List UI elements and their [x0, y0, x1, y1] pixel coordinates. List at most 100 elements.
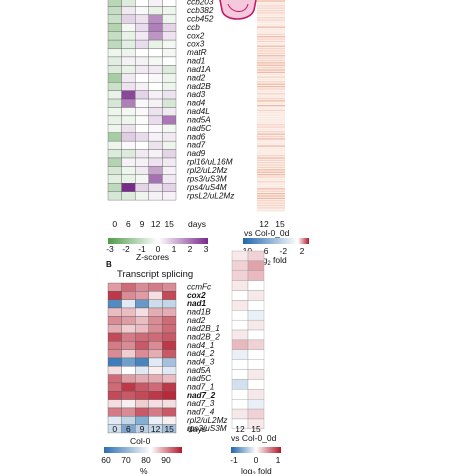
heatmap-cell: [107, 6, 122, 16]
day-tick: 9: [140, 424, 145, 434]
heatmap-cell: [162, 324, 177, 334]
heatmap-cell: [121, 82, 136, 91]
log2-fold-colorbar-a: [243, 238, 309, 244]
gene-label: nad9: [187, 149, 206, 158]
strip-line: [257, 192, 285, 195]
strip-line: [257, 162, 285, 164]
heatmap-cell: [162, 183, 177, 192]
heatmap-cell: [135, 407, 149, 417]
heatmap-cell: [121, 374, 136, 384]
strip-line: [257, 50, 285, 52]
strip-line: [257, 140, 285, 142]
heatmap-cell: [135, 332, 149, 342]
heatmap-cell: [162, 82, 177, 91]
heatmap-cell: [247, 280, 265, 291]
heatmap-cell: [135, 191, 149, 201]
strip-line: [257, 69, 285, 71]
heatmap-cell: [148, 73, 163, 83]
heatmap-cell: [107, 183, 122, 192]
days-label-a: days: [188, 219, 206, 229]
heatmap-cell: [148, 39, 163, 49]
heatmap-cell: [107, 149, 122, 159]
heatmap-cell: [121, 391, 136, 400]
heatmap-cell: [135, 157, 149, 167]
strip-line: [257, 114, 285, 116]
heatmap-cell: [121, 39, 136, 49]
gene-label: nad2B_1: [187, 324, 220, 333]
gene-label: ccb: [187, 23, 200, 32]
heatmap-cell: [135, 341, 149, 350]
percent-tick: 70: [121, 455, 131, 465]
heatmap-cell: [121, 56, 136, 66]
strip-line: [257, 28, 285, 31]
strip-line: [257, 36, 285, 38]
heatmap-cell: [135, 291, 149, 300]
heatmap-cell: [121, 166, 136, 175]
heatmap-cell: [148, 140, 163, 150]
gene-label: nad7_3: [187, 399, 215, 408]
heatmap-cell: [162, 98, 177, 108]
heatmap-cell: [162, 140, 177, 150]
heatmap-cell: [135, 166, 149, 175]
gene-label: rpl16/uL16M: [187, 158, 233, 167]
heatmap-cell: [231, 290, 249, 301]
heatmap-cell: [231, 280, 249, 291]
heatmap-cell: [135, 183, 149, 192]
heatmap-cell: [121, 115, 136, 125]
comparison-tick: 12: [235, 424, 245, 434]
heatmap-cell: [162, 124, 177, 133]
gene-label: nad7_4: [187, 407, 215, 416]
zscore-heatmap: [107, 0, 177, 201]
heatmap-cell: [107, 291, 122, 300]
comparison-tick: 12: [259, 219, 269, 229]
heatmap-cell: [107, 124, 122, 133]
strip-line: [257, 126, 285, 128]
heatmap-cell: [121, 107, 136, 117]
heatmap-cell: [107, 98, 122, 108]
heatmap-cell: [231, 369, 249, 380]
strip-line: [257, 200, 285, 202]
heatmap-cell: [162, 31, 177, 41]
gene-label: nad5A: [187, 366, 211, 375]
strip-line: [257, 150, 285, 152]
log2-fold-heatmap-b: [231, 250, 265, 430]
heatmap-cell: [107, 307, 122, 317]
heatmap-cell: [107, 14, 122, 24]
log2-fold-tick: -2: [280, 246, 288, 256]
heatmap-cell: [162, 166, 177, 175]
heatmap-cell: [135, 65, 149, 74]
strip-line: [257, 166, 285, 169]
strip-line: [257, 157, 285, 159]
heatmap-cell: [135, 316, 149, 325]
heatmap-cell: [148, 23, 163, 32]
heatmap-cell: [231, 408, 249, 420]
heatmap-cell: [162, 56, 177, 66]
zscore-tick: 0: [156, 244, 161, 254]
gene-label: rpsL2/uL2Mz: [187, 191, 234, 200]
strip-line: [257, 5, 285, 7]
heatmap-cell: [162, 23, 177, 32]
strip-line: [257, 74, 285, 76]
heatmap-cell: [135, 132, 149, 142]
heatmap-cell: [162, 90, 177, 100]
heatmap-cell: [148, 149, 163, 159]
gene-label: nad6: [187, 132, 206, 141]
mitochondrion-icon: [219, 0, 257, 20]
heatmap-cell: [247, 319, 265, 331]
heatmap-cell: [121, 407, 136, 417]
log2-fold-colorbar-ticks-b: -1 0 1: [230, 455, 280, 465]
strip-line: [257, 178, 285, 181]
heatmap-cell: [148, 14, 163, 24]
gene-label: ccb452: [187, 14, 214, 23]
gene-label: ccmFc: [187, 283, 211, 292]
heatmap-cell: [121, 149, 136, 159]
log2-fold-strip-a: [257, 0, 285, 212]
heatmap-cell: [135, 31, 149, 41]
strip-line: [257, 7, 285, 9]
log2-fold-tick: 1: [276, 455, 281, 465]
strip-line: [257, 121, 285, 123]
heatmap-cell: [135, 399, 149, 409]
heatmap-cell: [135, 0, 149, 7]
strip-line: [257, 43, 285, 45]
